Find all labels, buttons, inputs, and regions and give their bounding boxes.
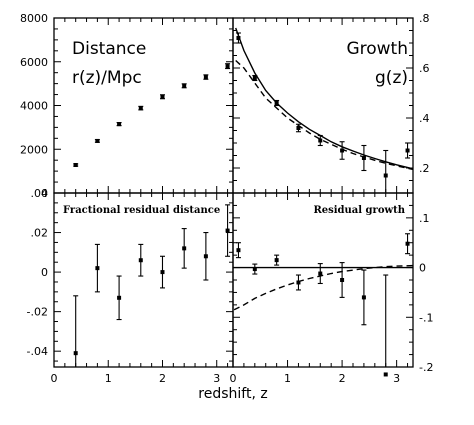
right-xtick-label: 0: [230, 372, 237, 385]
residual_growth-ytick-label: .1: [419, 212, 430, 225]
residual_distance-data-point: [73, 351, 78, 356]
distance-ytick-label: 0: [41, 187, 48, 200]
distance-data-point: [73, 163, 78, 167]
distance-ytick-label: 8000: [20, 12, 48, 25]
residual_growth-ytick-label: 0: [419, 262, 426, 275]
residual_distance-data-point: [160, 270, 165, 275]
distance-title-line2: r(z)/Mpc: [72, 68, 142, 88]
tick-labels: 02000400060008000.2.4.6.8-.04-.020.02.04…: [20, 12, 433, 385]
growth-ytick-label: .2: [419, 162, 430, 175]
residual_distance-ytick-label: .02: [31, 227, 49, 240]
growth-data-point: [340, 148, 345, 153]
residual_distance-data-point: [117, 295, 122, 300]
left-xtick-label: 2: [159, 372, 166, 385]
distance-ytick-label: 4000: [20, 100, 48, 113]
distance-ytick-label: 2000: [20, 143, 48, 156]
left-xtick-label: 1: [105, 372, 112, 385]
residual_growth-data-point: [236, 248, 241, 253]
growth-data-point: [296, 126, 301, 130]
residual_distance-ytick-label: 0: [41, 266, 48, 279]
residual_growth-data-point: [318, 271, 323, 276]
left-xtick-label: 3: [213, 372, 220, 385]
growth-data-point: [318, 138, 323, 143]
residual_distance-data-point: [138, 258, 143, 263]
growth-data-point: [236, 36, 241, 40]
residual_growth-data-point: [383, 372, 388, 377]
distance-title-line1: Distance: [72, 39, 146, 59]
distance-data-point: [95, 138, 100, 143]
residual_growth-ytick-label: -.1: [419, 311, 433, 324]
growth-data-point: [405, 148, 410, 153]
residual_growth-ytick-label: -.2: [419, 361, 433, 374]
distance-data-point: [160, 94, 165, 99]
x-axis-label: redshift, z: [198, 386, 267, 402]
residual_distance-data-point: [95, 266, 100, 271]
growth-title-line1: Growth: [346, 39, 408, 59]
growth-ytick-label: .6: [419, 62, 430, 75]
growth-title-line2: g(z): [375, 68, 408, 88]
residual-growth-title: Residual growth: [313, 205, 405, 216]
residual_distance-ytick-label: -.02: [27, 306, 48, 319]
growth-curve-dashed: [235, 59, 414, 171]
residual_distance-data-point: [203, 254, 208, 259]
distance-data-point: [138, 106, 143, 111]
distance-data-point: [117, 122, 122, 127]
left-xtick-label: 0: [51, 372, 58, 385]
growth-data-point: [274, 101, 279, 105]
residual_growth-data-point: [405, 241, 410, 246]
right-xtick-label: 1: [284, 372, 291, 385]
distance-data-point: [182, 83, 187, 88]
growth-data-point: [361, 156, 366, 160]
panel-frames: [53, 17, 414, 368]
residual_distance-ytick-label: -.04: [27, 345, 48, 358]
residual_growth-data-point: [274, 258, 279, 263]
residual_growth-data-point: [340, 278, 345, 282]
residual_distance-data-point: [225, 228, 230, 233]
distance-ytick-label: 6000: [20, 56, 48, 69]
growth-ytick-label: .8: [419, 12, 430, 25]
residual-distance-title: Fractional residual distance: [63, 205, 220, 216]
residual_growth-data-point: [296, 280, 301, 285]
growth-data-point: [252, 76, 257, 80]
residual_distance-data-point: [182, 246, 187, 251]
right-xtick-label: 2: [339, 372, 346, 385]
growth-data-point: [383, 173, 388, 178]
residual_distance-ytick-label: .04: [31, 187, 49, 200]
distance-data-point: [203, 75, 208, 80]
residual_growth-data-point: [361, 295, 366, 300]
chart-marks: [73, 27, 414, 377]
growth-ytick-label: .4: [419, 112, 430, 125]
residual_growth-data-point: [252, 267, 257, 272]
distance-data-point: [225, 64, 230, 69]
right-xtick-label: 3: [393, 372, 400, 385]
